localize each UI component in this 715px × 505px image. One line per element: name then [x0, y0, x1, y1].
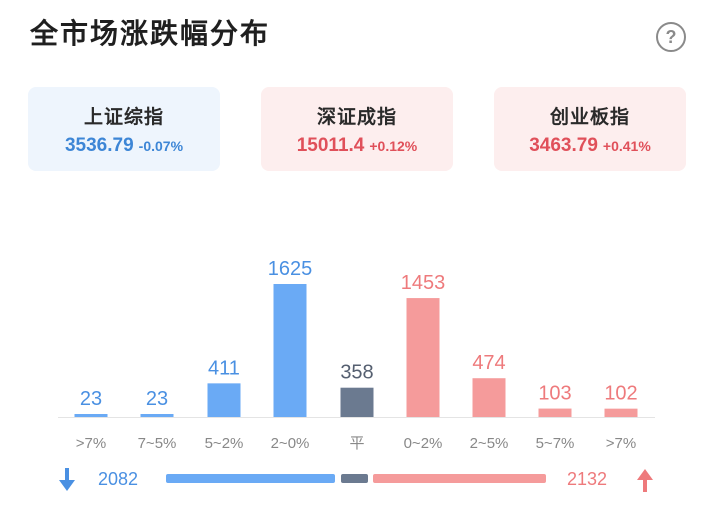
index-name: 上证综指	[83, 105, 164, 128]
bar-value-label: 23	[146, 388, 168, 410]
arrow-up-icon	[637, 469, 653, 492]
index-value: 3463.79	[529, 134, 598, 156]
help-icon[interactable]: ?	[656, 22, 686, 52]
index-name: 创业板指	[549, 105, 630, 128]
category-label: 5~2%	[205, 435, 244, 452]
page-title: 全市场涨跌幅分布	[30, 17, 271, 50]
index-card-shanghai[interactable]: 上证综指 3536.79 -0.07%	[28, 87, 220, 171]
bar[interactable]	[340, 387, 374, 417]
bar[interactable]	[406, 298, 440, 417]
index-change: -0.07%	[138, 137, 184, 154]
category-label: >7%	[606, 435, 636, 452]
arrow-down-icon	[59, 468, 75, 491]
bar[interactable]	[140, 414, 174, 417]
category-label: 0~2%	[404, 435, 443, 452]
up-ratio-bar	[373, 474, 546, 483]
bar[interactable]	[472, 378, 506, 417]
index-name: 深证成指	[316, 105, 397, 128]
down-count: 2082	[98, 469, 139, 489]
index-cards: 上证综指 3536.79 -0.07% 深证成指 15011.4 +0.12% …	[28, 87, 688, 171]
down-ratio-bar	[166, 474, 335, 483]
bar[interactable]	[273, 284, 307, 417]
up-count: 2132	[567, 469, 608, 489]
bar[interactable]	[604, 408, 638, 417]
index-change: +0.12%	[369, 137, 418, 154]
bar[interactable]	[538, 408, 572, 417]
index-change: +0.41%	[602, 137, 651, 154]
bar-value-label: 1625	[268, 258, 313, 280]
bar-value-label: 474	[472, 352, 505, 374]
bar-value-label: 1453	[401, 272, 446, 294]
category-label: >7%	[76, 435, 106, 452]
category-label: 2~5%	[470, 435, 509, 452]
bar-value-label: 411	[208, 357, 240, 379]
bar-value-label: 23	[80, 388, 102, 410]
bar[interactable]	[207, 383, 241, 417]
category-label: 7~5%	[138, 435, 177, 452]
category-label: 平	[349, 435, 364, 452]
flat-ratio-bar	[341, 474, 368, 483]
bar-value-label: 102	[604, 383, 637, 405]
index-card-shenzhen[interactable]: 深证成指 15011.4 +0.12%	[261, 87, 453, 171]
index-card-chinext[interactable]: 创业板指 3463.79 +0.41%	[494, 87, 686, 171]
bar-value-label: 358	[340, 362, 373, 384]
index-value: 3536.79	[64, 134, 134, 156]
bar-value-label: 103	[538, 383, 571, 405]
bar[interactable]	[74, 414, 108, 417]
index-value: 15011.4	[296, 134, 365, 156]
category-label: 2~0%	[271, 435, 310, 452]
category-label: 5~7%	[536, 435, 575, 452]
